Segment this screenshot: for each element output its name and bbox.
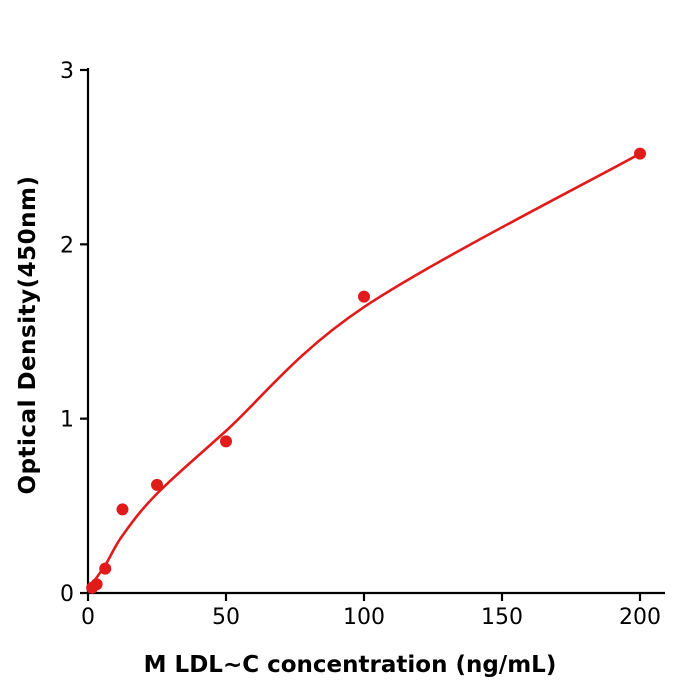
- data-point: [220, 435, 232, 448]
- y-tick-label: 2: [60, 233, 74, 258]
- x-tick-label: 200: [619, 605, 661, 630]
- y-tick-label: 0: [60, 582, 74, 607]
- x-tick-label: 150: [481, 605, 523, 630]
- x-tick-label: 0: [81, 605, 95, 630]
- data-point: [634, 147, 646, 160]
- x-tick-label: 100: [343, 605, 385, 630]
- data-point: [90, 578, 103, 591]
- data-point: [116, 503, 129, 516]
- x-tick-label: 50: [212, 605, 240, 630]
- y-tick-label: 3: [60, 59, 74, 84]
- data-point: [358, 290, 370, 303]
- y-axis-label: Optical Density(450nm): [15, 175, 41, 495]
- data-point: [99, 562, 112, 575]
- fit-curve: [86, 152, 641, 591]
- x-axis-label: M LDL~C concentration (ng/mL): [143, 652, 557, 678]
- data-point: [151, 478, 163, 491]
- y-tick-label: 1: [60, 408, 74, 433]
